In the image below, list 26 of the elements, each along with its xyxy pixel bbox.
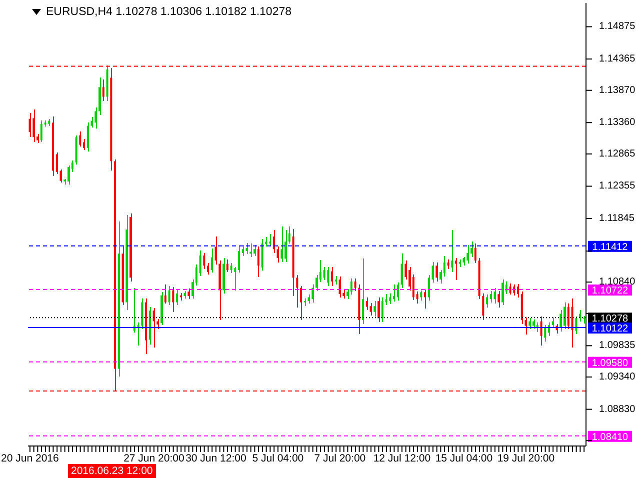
ref-line-label: 1.10122: [592, 324, 629, 335]
ref-line-label: 1.10722: [592, 286, 629, 297]
y-tick-label: 1.12355: [599, 180, 636, 192]
text: 2016.06.23 12:00: [68, 464, 156, 478]
y-tick-label: 1.11845: [599, 212, 635, 224]
x-tick-label: 15 Jul 04:00: [435, 452, 493, 464]
x-tick-label: 19 Jul 20:00: [497, 452, 555, 464]
y-tick-label: 1.13870: [599, 84, 636, 96]
ref-line-label: 1.11412: [592, 242, 628, 253]
x-tick-label: 7 Jul 20:00: [314, 452, 366, 464]
y-tick-label: 1.09340: [599, 372, 636, 383]
y-tick-label: 1.14875: [599, 21, 636, 32]
ref-line-label: 1.08410: [592, 432, 629, 443]
y-tick-label: 1.13360: [599, 117, 636, 128]
y-tick-label: 1.14365: [599, 54, 636, 65]
x-tick-label: 27 Jun 20:00: [124, 452, 184, 464]
x-tick-label: 20 Jun 2016: [1, 452, 59, 464]
x-tick-label: 5 Jul 04:00: [252, 452, 304, 464]
ref-line-label: 1.10278: [592, 314, 629, 325]
x-tick-label: 30 Jun 12:00: [186, 452, 246, 464]
y-tick-label: 1.09835: [599, 340, 636, 352]
x-tick-label: 12 Jul 12:00: [373, 452, 431, 464]
ref-line-label: 1.09580: [592, 358, 629, 369]
y-tick-label: 1.12865: [599, 148, 636, 160]
y-tick-label: 1.08830: [599, 404, 636, 415]
chart-title: EURUSD,H4 1.10278 1.10306 1.10182 1.10278: [46, 6, 292, 18]
